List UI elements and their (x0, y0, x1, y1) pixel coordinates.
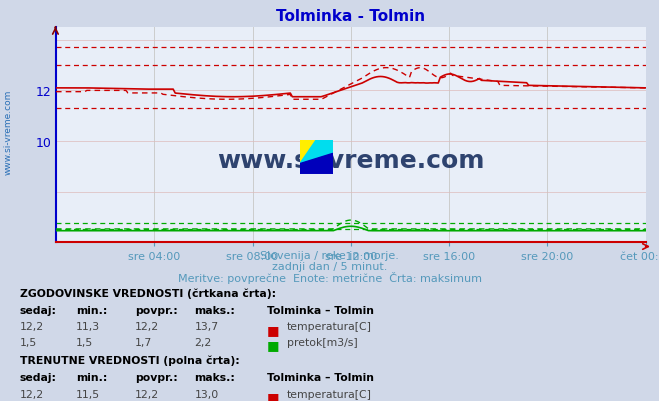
Text: Slovenija / reke in morje.: Slovenija / reke in morje. (260, 251, 399, 261)
Text: 11,5: 11,5 (76, 389, 100, 399)
Polygon shape (300, 154, 333, 174)
Text: 13,7: 13,7 (194, 322, 219, 332)
Text: 12,2: 12,2 (20, 322, 44, 332)
Polygon shape (300, 140, 316, 164)
Text: maks.:: maks.: (194, 372, 235, 382)
Text: 2,2: 2,2 (194, 337, 212, 347)
Text: 11,3: 11,3 (76, 322, 100, 332)
Text: 1,7: 1,7 (135, 337, 152, 347)
Text: Tolminka – Tolmin: Tolminka – Tolmin (267, 372, 374, 382)
Text: 1,5: 1,5 (20, 337, 37, 347)
Text: 12,2: 12,2 (135, 322, 159, 332)
Text: min.:: min.: (76, 305, 107, 315)
Text: povpr.:: povpr.: (135, 372, 178, 382)
Text: 13,0: 13,0 (194, 389, 219, 399)
Text: pretok[m3/s]: pretok[m3/s] (287, 337, 357, 347)
Text: temperatura[C]: temperatura[C] (287, 389, 372, 399)
Title: Tolminka - Tolmin: Tolminka - Tolmin (276, 9, 426, 24)
Text: sedaj:: sedaj: (20, 305, 57, 315)
Text: TRENUTNE VREDNOSTI (polna črta):: TRENUTNE VREDNOSTI (polna črta): (20, 355, 239, 365)
Text: www.si-vreme.com: www.si-vreme.com (4, 90, 13, 175)
Polygon shape (300, 140, 333, 164)
Text: maks.:: maks.: (194, 305, 235, 315)
Text: Meritve: povprečne  Enote: metrične  Črta: maksimum: Meritve: povprečne Enote: metrične Črta:… (177, 271, 482, 284)
Text: 1,5: 1,5 (76, 337, 93, 347)
Text: ■: ■ (267, 338, 279, 351)
Text: www.si-vreme.com: www.si-vreme.com (217, 149, 484, 173)
Text: ■: ■ (267, 390, 279, 401)
Text: povpr.:: povpr.: (135, 305, 178, 315)
Text: zadnji dan / 5 minut.: zadnji dan / 5 minut. (272, 261, 387, 271)
Text: temperatura[C]: temperatura[C] (287, 322, 372, 332)
Text: ■: ■ (267, 323, 279, 336)
Text: sedaj:: sedaj: (20, 372, 57, 382)
Text: Tolminka – Tolmin: Tolminka – Tolmin (267, 305, 374, 315)
Text: 12,2: 12,2 (135, 389, 159, 399)
Text: ZGODOVINSKE VREDNOSTI (črtkana črta):: ZGODOVINSKE VREDNOSTI (črtkana črta): (20, 288, 276, 298)
Text: 12,2: 12,2 (20, 389, 44, 399)
Text: min.:: min.: (76, 372, 107, 382)
